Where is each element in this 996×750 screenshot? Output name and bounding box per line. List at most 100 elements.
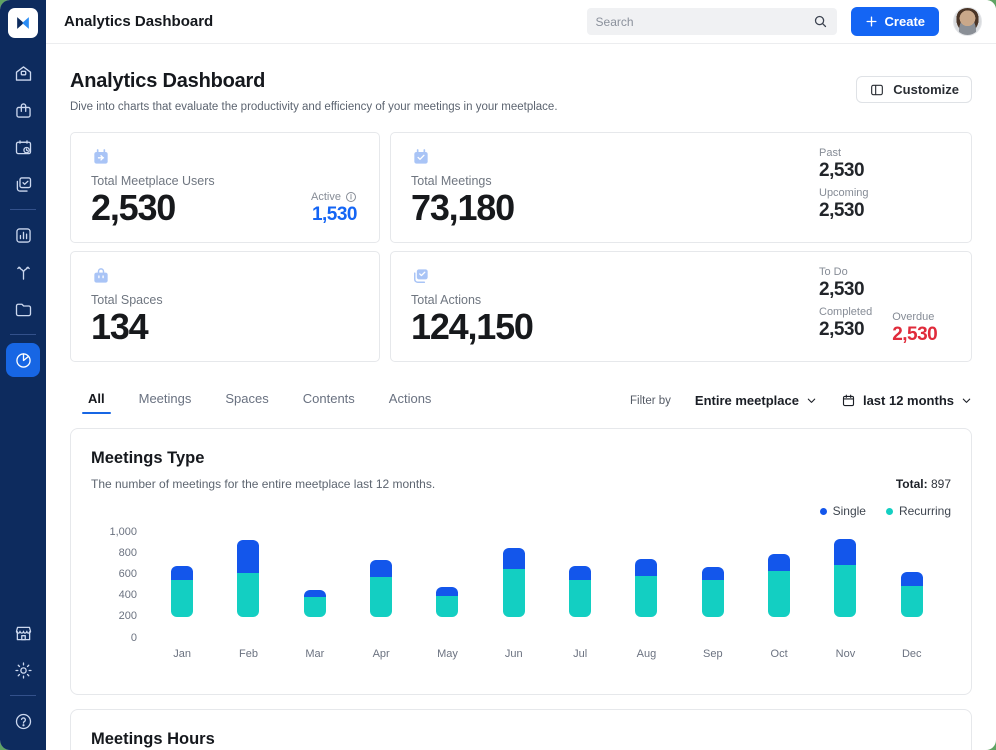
- page-content: Analytics Dashboard Dive into charts tha…: [46, 44, 996, 750]
- sidebar-item-settings[interactable]: [6, 653, 40, 687]
- customize-button[interactable]: Customize: [856, 76, 972, 103]
- x-axis-label: Oct: [770, 648, 788, 660]
- tasks-icon: [13, 174, 34, 195]
- recurring-legend-dot: [885, 507, 893, 515]
- past-substat-value: 2,530: [819, 160, 865, 181]
- single-segment: [701, 566, 724, 581]
- scope-dropdown[interactable]: Entire meetplace: [695, 393, 817, 408]
- create-button[interactable]: Create: [850, 7, 939, 36]
- upcoming-substat-value: 2,530: [819, 200, 865, 221]
- single-segment: [834, 539, 857, 565]
- stat-label: Total Spaces: [91, 293, 163, 307]
- sidebar-item-flows[interactable]: [6, 255, 40, 289]
- sidebar-nav: [0, 46, 46, 616]
- sidebar-item-analytics[interactable]: [6, 343, 40, 377]
- stacked-bar-sep: [701, 566, 724, 617]
- main-area: Analytics Dashboard Create Analytics Das…: [46, 0, 996, 750]
- customize-button-label: Customize: [893, 82, 959, 97]
- tab-contents[interactable]: Contents: [301, 387, 357, 414]
- x-axis-label: Sep: [703, 648, 723, 660]
- bar-slot-sep: Sep: [680, 522, 746, 660]
- marketplace-icon: [13, 623, 34, 644]
- stacked-bar-dec: [900, 571, 923, 617]
- settings-icon: [13, 660, 34, 681]
- meetings-hours-card: Meetings Hours The number of hours for t…: [70, 709, 972, 750]
- stat-card-actions: Total Actions 124,150 To Do 2,530 Comple…: [390, 251, 972, 362]
- x-axis-label: Feb: [239, 648, 258, 660]
- y-axis-tick: 1,000: [109, 525, 137, 538]
- sidebar: [0, 0, 46, 750]
- sidebar-bottom: [6, 616, 40, 750]
- x-axis-label: Aug: [636, 648, 657, 660]
- sidebar-item-home[interactable]: [6, 56, 40, 90]
- stacked-bar-apr: [370, 560, 393, 617]
- stat-value: 73,180: [411, 187, 515, 228]
- recurring-segment: [768, 571, 791, 617]
- stat-label: Total Meetings: [411, 174, 492, 188]
- y-axis-tick: 800: [118, 546, 137, 559]
- x-axis-label: Nov: [835, 648, 856, 660]
- stacked-bar-feb: [237, 540, 260, 617]
- completed-substat-label: Completed: [819, 306, 873, 318]
- logo-icon: [8, 8, 38, 38]
- app-logo[interactable]: [0, 0, 46, 46]
- recurring-segment: [303, 597, 326, 617]
- y-axis-tick: 0: [130, 631, 137, 644]
- stacked-bar-jun: [502, 547, 525, 617]
- filter-by-label: Filter by: [630, 394, 671, 407]
- completed-substat-value: 2,530: [819, 319, 865, 340]
- single-legend-dot: [819, 507, 827, 515]
- legend-item-recurring[interactable]: Recurring: [885, 504, 951, 518]
- legend-item-single[interactable]: Single: [819, 504, 866, 518]
- workspace-icon: [13, 100, 34, 121]
- overdue-substat-label: Overdue: [892, 311, 935, 323]
- meetings-calendar-icon: [411, 147, 951, 167]
- filters: Filter by Entire meetplace last 12 month…: [630, 393, 972, 408]
- chevron-down-icon: [806, 395, 817, 406]
- stacked-bar-jan: [171, 565, 194, 617]
- y-axis-tick: 600: [118, 567, 137, 580]
- sidebar-item-marketplace[interactable]: [6, 616, 40, 650]
- bar-slot-apr: Apr: [348, 522, 414, 660]
- top-bar: Analytics Dashboard Create: [46, 0, 996, 44]
- sidebar-item-help[interactable]: [6, 704, 40, 738]
- create-button-label: Create: [884, 14, 925, 29]
- info-icon[interactable]: [345, 191, 357, 203]
- single-segment: [237, 540, 260, 574]
- bar-slot-jan: Jan: [149, 522, 215, 660]
- todo-substat-label: To Do: [819, 266, 848, 278]
- stat-card-meetings: Total Meetings 73,180 Past 2,530 Upcomin…: [390, 132, 972, 243]
- meetings-type-plot: 0 200 400 600 800 1,000 Jan Feb Mar Apr May Jun Jul A…: [91, 522, 951, 674]
- recurring-segment: [171, 580, 194, 617]
- sidebar-item-files[interactable]: [6, 292, 40, 326]
- spaces-briefcase-icon: [91, 266, 359, 286]
- stacked-bar-jul: [569, 565, 592, 617]
- sidebar-item-calendar[interactable]: [6, 130, 40, 164]
- sidebar-item-tasks[interactable]: [6, 167, 40, 201]
- user-avatar[interactable]: [953, 7, 982, 36]
- flows-icon: [13, 262, 34, 283]
- sidebar-item-workspace[interactable]: [6, 93, 40, 127]
- chart-title: Meetings Type: [91, 449, 205, 467]
- period-dropdown[interactable]: last 12 months: [841, 393, 972, 408]
- layout-icon: [869, 82, 885, 98]
- search-bar: [586, 8, 837, 35]
- y-axis-tick: 200: [118, 610, 137, 623]
- chart-total: Total: 897: [895, 477, 951, 491]
- page-header: Analytics Dashboard Dive into charts tha…: [70, 70, 972, 113]
- plus-icon: [865, 15, 878, 28]
- bar-slot-aug: Aug: [613, 522, 679, 660]
- tab-all[interactable]: All: [82, 387, 111, 414]
- sidebar-item-reports[interactable]: [6, 218, 40, 252]
- bar-slot-oct: Oct: [746, 522, 812, 660]
- tab-meetings[interactable]: Meetings: [137, 387, 194, 414]
- tab-bar: All Meetings Spaces Contents Actions: [70, 387, 630, 414]
- tab-actions[interactable]: Actions: [387, 387, 434, 414]
- tab-spaces[interactable]: Spaces: [223, 387, 270, 414]
- bar-slot-jul: Jul: [547, 522, 613, 660]
- stat-value: 2,530: [91, 187, 176, 228]
- recurring-segment: [502, 568, 525, 617]
- search-input[interactable]: [595, 14, 805, 29]
- upcoming-substat-label: Upcoming: [819, 187, 869, 199]
- single-segment: [370, 560, 393, 578]
